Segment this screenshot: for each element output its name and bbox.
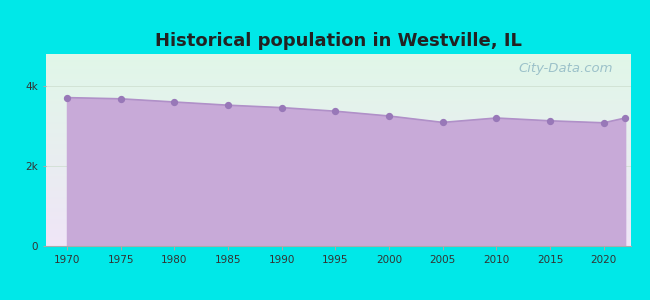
Point [384,114,394,118]
Point [599,120,609,125]
Point [223,103,233,108]
Point [620,116,630,120]
Point [491,116,502,120]
Point [545,118,555,123]
Point [330,109,341,114]
Point [62,95,72,100]
Title: Historical population in Westville, IL: Historical population in Westville, IL [155,32,521,50]
Point [116,96,126,101]
Point [169,100,179,104]
Point [276,105,287,110]
Point [437,120,448,125]
Text: City-Data.com: City-Data.com [519,62,613,75]
